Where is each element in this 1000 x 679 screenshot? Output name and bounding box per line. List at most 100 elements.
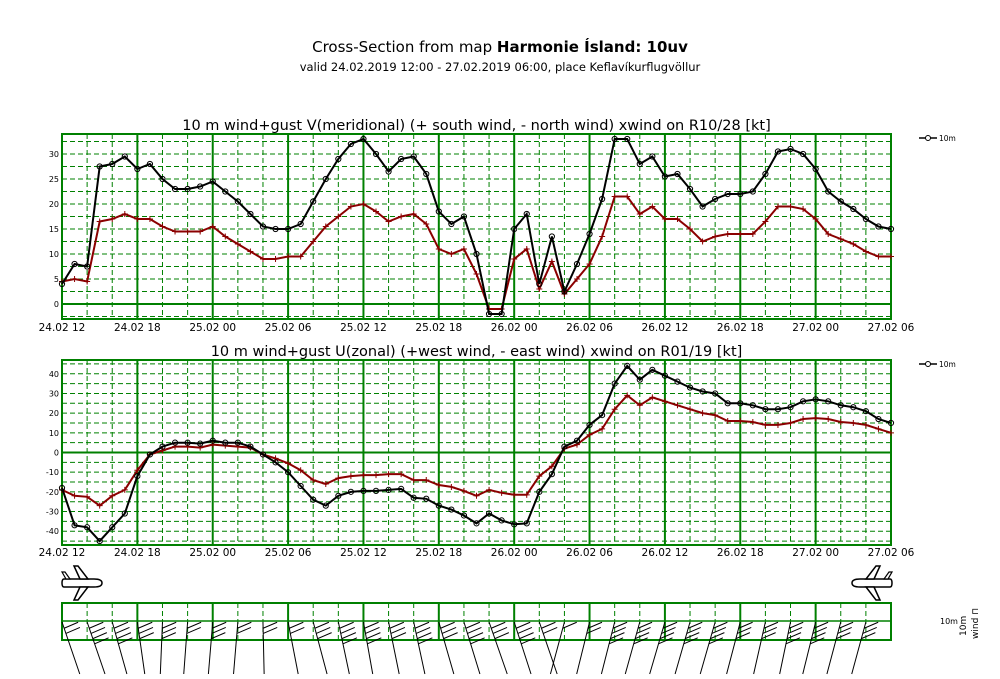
data-point-10m	[850, 205, 857, 213]
data-point-gust	[536, 473, 543, 480]
data-point-gust	[259, 256, 266, 262]
barb-shaft	[753, 621, 766, 675]
y-tick-label: 25	[49, 175, 59, 184]
data-point-gust	[473, 492, 480, 499]
data-point-10m	[762, 406, 769, 413]
data-point-10m	[58, 484, 66, 492]
legend: 10m	[919, 360, 956, 369]
strip-label-wind2: wind ⊓	[971, 608, 981, 639]
x-tick-label: 26.02 12	[642, 322, 689, 334]
barb-feather	[810, 637, 825, 645]
y-tick-label: 5	[54, 275, 59, 284]
x-tick-label: 26.02 12	[642, 547, 689, 559]
wind-barb	[826, 621, 854, 675]
barb-feather	[468, 632, 484, 640]
barb-feather	[94, 637, 109, 645]
barb-feather	[317, 632, 332, 640]
barb-feather	[637, 621, 653, 629]
page-subtitle: valid 24.02.2019 12:00 - 27.02.2019 06:0…	[299, 60, 701, 74]
barb-feather	[688, 621, 703, 629]
data-point-10m	[724, 400, 731, 407]
data-point-gust	[197, 228, 204, 235]
barb-feather	[391, 632, 407, 640]
data-point-10m	[548, 471, 555, 478]
data-point-gust	[360, 201, 367, 207]
data-point-10m	[712, 390, 719, 397]
barb-feather	[340, 626, 355, 634]
data-point-10m	[347, 488, 354, 495]
barb-feather	[139, 632, 154, 640]
data-point-10m	[837, 198, 844, 205]
barb-feather	[161, 626, 177, 634]
data-point-10m	[360, 135, 367, 143]
barb-shaft	[463, 621, 481, 675]
data-point-gust	[297, 253, 304, 260]
data-point-gust	[134, 467, 141, 474]
barb-feather	[290, 626, 305, 634]
airplane-wing-bottom	[72, 586, 90, 601]
barb-feather	[837, 626, 852, 634]
data-point-gust	[498, 489, 505, 496]
data-point-gust	[837, 418, 844, 425]
data-point-10m	[398, 485, 405, 493]
data-point-gust	[548, 463, 555, 470]
data-point-gust	[774, 203, 781, 210]
barb-feather	[212, 621, 227, 629]
barb-shaft	[183, 621, 189, 675]
barb-feather	[118, 637, 133, 645]
barb-shaft	[726, 621, 741, 675]
barb-shaft	[388, 621, 400, 675]
data-point-gust	[159, 223, 166, 230]
barb-feather	[186, 621, 202, 629]
data-point-10m	[749, 188, 756, 195]
barb-feather	[708, 637, 724, 645]
data-point-gust	[247, 248, 254, 255]
x-tick-label: 25.02 12	[340, 322, 387, 334]
data-point-10m	[71, 522, 78, 529]
data-point-gust	[184, 228, 191, 235]
data-point-gust	[762, 218, 769, 225]
data-point-gust	[347, 203, 354, 210]
data-point-10m	[398, 155, 405, 163]
data-point-gust	[486, 486, 493, 493]
data-point-10m	[737, 400, 744, 407]
data-point-10m	[146, 451, 154, 458]
airplane-body	[851, 578, 893, 588]
panel-2: 10 m wind+gust U(zonal) (+west wind, - e…	[39, 344, 956, 559]
data-point-10m	[724, 190, 731, 198]
barb-feather	[316, 626, 331, 634]
barb-feather	[492, 626, 508, 634]
data-point-10m	[523, 520, 530, 527]
y-tick-label: -20	[46, 488, 59, 497]
barb-feather	[465, 621, 481, 629]
legend-label: 10m	[939, 134, 956, 143]
data-point-gust	[109, 216, 116, 222]
data-point-gust	[724, 231, 731, 237]
data-point-gust	[737, 231, 744, 237]
barb-shaft	[826, 621, 842, 675]
data-point-10m	[385, 168, 392, 175]
barb-feather	[543, 626, 558, 634]
barb-feather	[612, 621, 628, 629]
data-point-gust	[511, 491, 518, 498]
barb-feather	[762, 626, 778, 634]
y-tick-label: 30	[49, 150, 59, 159]
barb-shaft	[362, 621, 374, 675]
wind-barb	[726, 621, 753, 675]
data-point-10m	[485, 310, 493, 318]
data-point-gust	[712, 233, 719, 240]
data-point-gust	[209, 441, 216, 448]
x-tick-label: 25.02 00	[189, 322, 236, 334]
y-tick-label: 0	[54, 300, 59, 309]
data-point-10m	[523, 210, 530, 218]
barb-feather	[710, 632, 725, 640]
data-point-10m	[686, 185, 694, 193]
airplane-wing-top	[72, 565, 90, 580]
barb-shaft	[779, 621, 792, 675]
data-point-10m	[410, 153, 417, 160]
data-point-10m	[799, 150, 807, 158]
data-point-10m	[209, 437, 216, 444]
barb-feather	[634, 632, 650, 640]
data-point-gust	[724, 418, 731, 425]
wind-barb	[312, 621, 332, 675]
